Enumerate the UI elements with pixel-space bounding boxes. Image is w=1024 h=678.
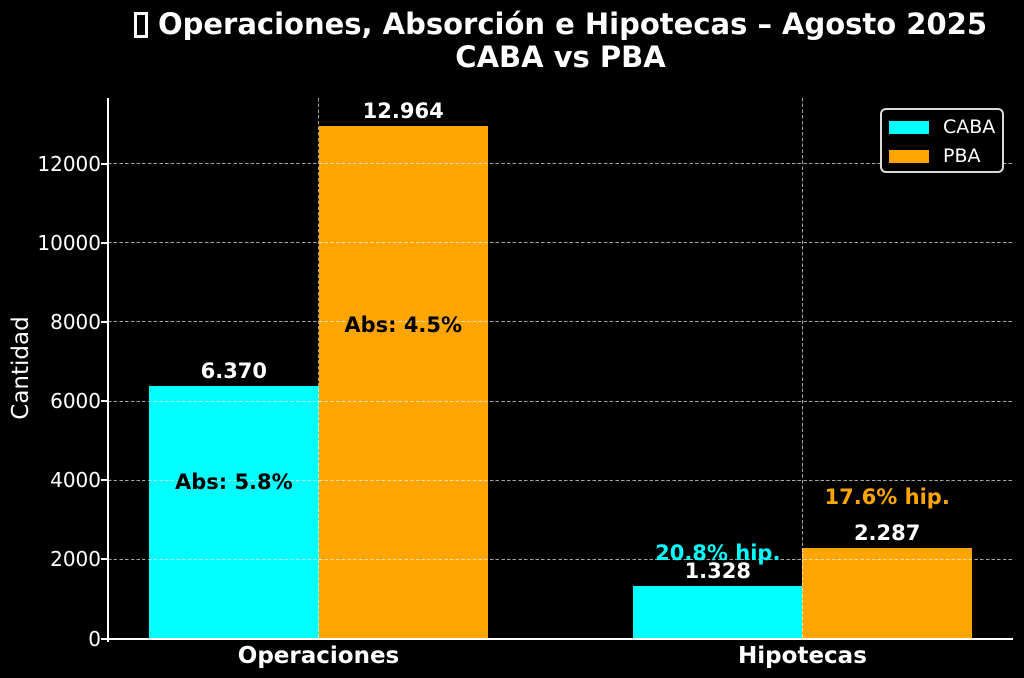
legend-entry: PBA	[889, 144, 981, 167]
y-tick-mark	[101, 241, 107, 244]
y-tick-mark	[101, 162, 107, 165]
y-tick-mark	[101, 320, 107, 323]
chart-title-text: Operaciones, Absorción e Hipotecas – Ago…	[157, 7, 988, 41]
annotation-label: 20.8% hip.	[655, 540, 781, 565]
gridline-horizontal	[108, 558, 1013, 560]
gridline-horizontal	[108, 479, 1013, 481]
gridline-vertical	[318, 98, 320, 639]
bar-caba-hipotecas	[633, 585, 803, 640]
missing-glyph-icon	[133, 12, 148, 38]
bar-pba-operaciones	[318, 125, 488, 640]
y-tick-label: 6000	[50, 389, 101, 414]
gridline-vertical	[801, 98, 803, 639]
y-tick-label: 2000	[50, 547, 101, 572]
annotation-label: Abs: 4.5%	[344, 313, 463, 338]
bar-value-label: 6.370	[200, 359, 268, 384]
y-axis-line	[107, 98, 109, 642]
y-tick-label: 0	[88, 626, 101, 651]
annotation-label: 17.6% hip.	[824, 485, 950, 510]
chart-subtitle: CABA vs PBA	[455, 40, 666, 74]
bar-value-label: 12.964	[362, 98, 444, 123]
x-tick-label: Operaciones	[237, 643, 400, 669]
y-tick-mark	[101, 637, 107, 640]
legend-entry: CABA	[889, 115, 996, 138]
y-tick-label: 8000	[50, 309, 101, 334]
chart-title: Operaciones, Absorción e Hipotecas – Ago…	[108, 9, 1013, 39]
y-tick-label: 12000	[37, 151, 101, 176]
y-tick-mark	[101, 479, 107, 482]
gridline-horizontal	[108, 321, 1013, 323]
legend-swatch-pba	[889, 149, 929, 163]
legend: CABA PBA	[880, 108, 1004, 173]
gridline-horizontal	[108, 242, 1013, 244]
legend-swatch-caba	[889, 120, 929, 134]
bar-value-label: 1.328	[684, 558, 751, 583]
gridline-horizontal	[108, 163, 1013, 165]
legend-label: CABA	[943, 115, 996, 138]
bar-value-label: 2.287	[853, 521, 921, 545]
y-tick-label: 10000	[37, 230, 101, 255]
y-axis-label: Cantidad	[8, 316, 34, 420]
legend-label: PBA	[943, 144, 981, 167]
x-tick-label: Hipotecas	[738, 643, 867, 669]
annotation-label: Abs: 5.8%	[174, 469, 293, 494]
bar-pba-hipotecas	[802, 548, 972, 640]
x-axis-line	[107, 637, 1013, 640]
y-tick-mark	[101, 558, 107, 561]
bar-caba-operaciones	[149, 386, 319, 640]
y-tick-label: 4000	[50, 468, 101, 493]
gridline-horizontal	[108, 400, 1013, 402]
y-tick-mark	[101, 400, 107, 403]
